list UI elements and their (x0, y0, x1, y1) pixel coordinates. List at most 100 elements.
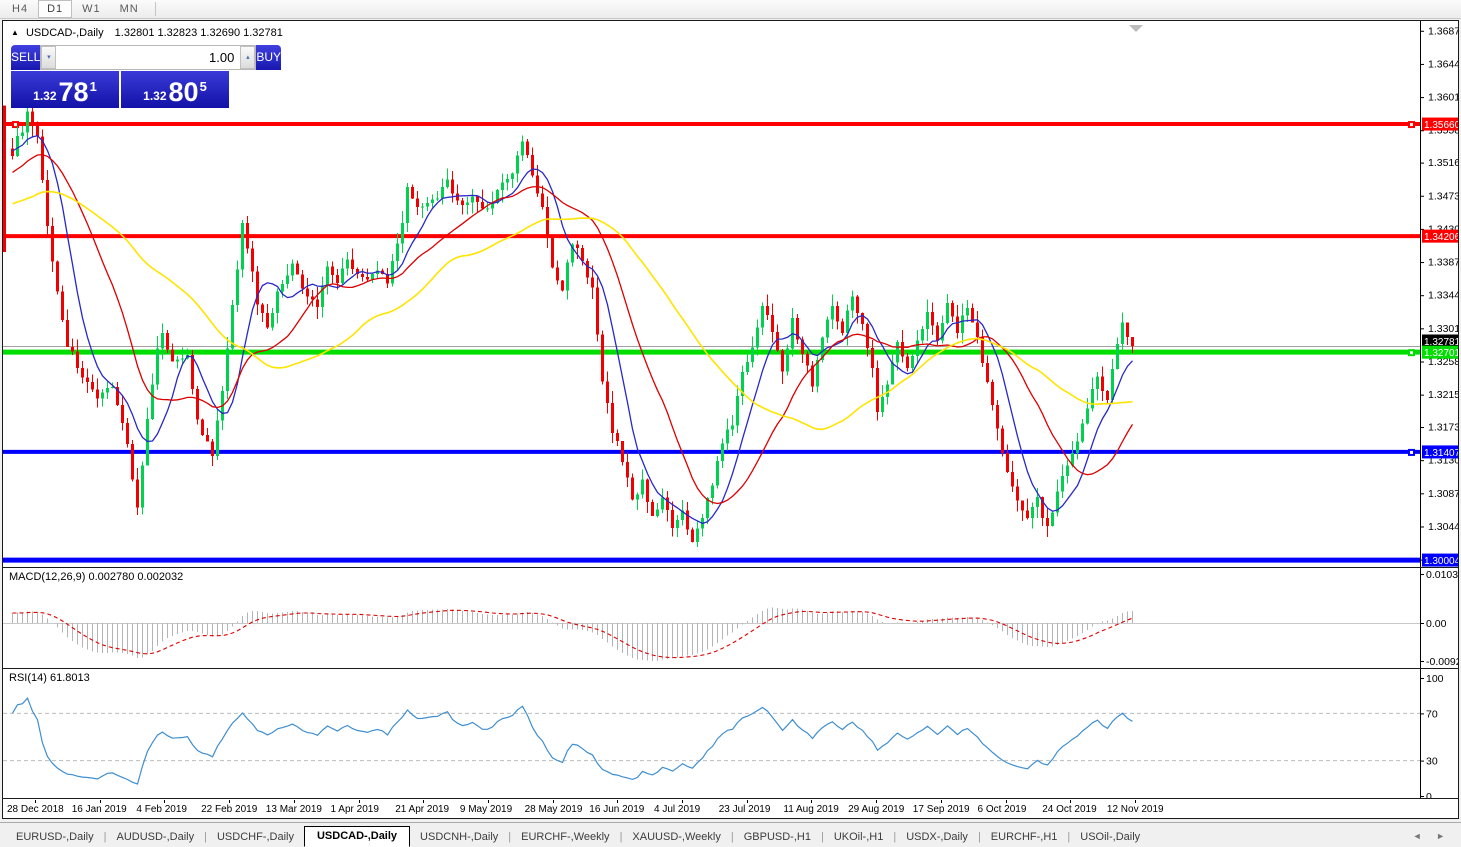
candle (706, 497, 709, 518)
candle (1016, 486, 1019, 501)
candle (511, 173, 514, 180)
sell-price-button[interactable]: 1.32 78 1 (11, 71, 119, 108)
candle (216, 420, 219, 457)
candle (1086, 408, 1089, 424)
price-tick-label: 1.36440 (1428, 58, 1458, 70)
candle (1091, 389, 1094, 409)
candle (471, 196, 474, 203)
candle (331, 266, 334, 275)
candle (786, 348, 789, 372)
tab-eurchf-weekly[interactable]: EURCHF-,Weekly (521, 831, 610, 843)
candle (821, 337, 824, 361)
buy-price-big: 80 (168, 77, 199, 107)
tab-scroll-arrows[interactable]: ◄ ► (1412, 831, 1451, 841)
candle (121, 405, 124, 424)
candle (556, 267, 559, 281)
sell-button[interactable]: SELL (11, 45, 41, 70)
candle (781, 350, 784, 372)
candle (656, 509, 659, 517)
candle (566, 262, 569, 291)
tab-eurchf-h1[interactable]: EURCHF-,H1 (990, 831, 1058, 843)
candle (881, 396, 884, 412)
tab-usoil-daily[interactable]: USOil-,Daily (1080, 831, 1141, 843)
candle (151, 384, 154, 420)
candle (896, 342, 899, 363)
timeframe-button-w1[interactable]: W1 (82, 3, 101, 15)
candle (911, 355, 914, 368)
candle (546, 207, 549, 237)
candle (756, 327, 759, 348)
candle (411, 187, 414, 199)
tab-usdcad-daily[interactable]: USDCAD-,Daily (303, 826, 411, 847)
candle (321, 285, 324, 307)
candle (271, 313, 274, 328)
buy-button[interactable]: BUY (256, 45, 282, 70)
collapse-triangle-icon[interactable]: ▲ (11, 28, 19, 37)
tab-ukoil-h1[interactable]: UKOil-,H1 (833, 831, 884, 843)
candle (761, 305, 764, 328)
chart-shift-marker[interactable] (1129, 25, 1143, 32)
panel-separator[interactable] (3, 567, 1458, 568)
candle (541, 193, 544, 208)
volume-increase-button[interactable]: ▴ (240, 46, 256, 69)
sell-price-small: 1.32 (33, 89, 57, 103)
candle (481, 201, 484, 209)
candle (61, 291, 64, 320)
tab-gbpusd-h1[interactable]: GBPUSD-,H1 (743, 831, 811, 843)
candle (611, 403, 614, 433)
candle (166, 332, 169, 350)
candle (636, 494, 639, 500)
candle (901, 342, 904, 357)
tab-usdcnh-daily[interactable]: USDCNH-,Daily (420, 831, 499, 843)
buy-price-button[interactable]: 1.32 80 5 (121, 71, 229, 108)
timeframe-button-h4[interactable]: H4 (12, 3, 29, 15)
date-tick (746, 800, 748, 803)
moving-average-line (12, 190, 1133, 431)
buy-price-sup: 5 (199, 79, 207, 94)
volume-decrease-button[interactable]: ▾ (41, 46, 57, 69)
tab-separator: | (1067, 831, 1071, 843)
candle (391, 261, 394, 284)
candle (606, 381, 609, 404)
candle (736, 396, 739, 426)
svg-text:1.30004: 1.30004 (1424, 556, 1458, 567)
tab-eurusd-daily[interactable]: EURUSD-,Daily (16, 831, 94, 843)
candle (766, 305, 769, 316)
candle (171, 349, 174, 362)
chart-symbol-period: USDCAD-,Daily (25, 27, 104, 39)
volume-input[interactable] (56, 46, 241, 69)
candle (696, 528, 699, 542)
tab-usdx-daily[interactable]: USDX-,Daily (906, 831, 968, 843)
candle (976, 322, 979, 338)
candle (256, 271, 259, 305)
candle (731, 425, 734, 430)
candle (11, 148, 14, 156)
price-tick-label: 1.32150 (1428, 389, 1458, 401)
price-tick-label: 1.31730 (1428, 422, 1458, 434)
timeframe-button-mn[interactable]: MN (119, 3, 139, 15)
candle (886, 384, 889, 397)
candle (891, 362, 894, 385)
tab-usdchf-daily[interactable]: USDCHF-,Daily (216, 831, 294, 843)
candle (431, 199, 434, 203)
candle (31, 111, 34, 126)
candle (811, 365, 814, 387)
svg-text:1.34206: 1.34206 (1424, 232, 1458, 243)
timeframe-button-d1[interactable]: D1 (38, 0, 73, 18)
tab-audusd-daily[interactable]: AUDUSD-,Daily (116, 831, 195, 843)
tab-xauusd-weekly[interactable]: XAUUSD-,Weekly (632, 831, 721, 843)
candle (1056, 491, 1059, 513)
candle (1116, 343, 1119, 370)
candle (246, 222, 249, 249)
candle (751, 347, 754, 363)
candle (806, 353, 809, 366)
macd-tick-label: 0.00 (1426, 618, 1447, 630)
candle (206, 434, 209, 442)
candle (846, 310, 849, 334)
candle (621, 441, 624, 463)
panel-separator[interactable] (3, 668, 1458, 669)
candle (466, 202, 469, 206)
price-tick-label: 1.33010 (1428, 323, 1458, 335)
date-label: 29 Aug 2019 (848, 804, 905, 815)
date-label: 21 Apr 2019 (395, 804, 450, 815)
